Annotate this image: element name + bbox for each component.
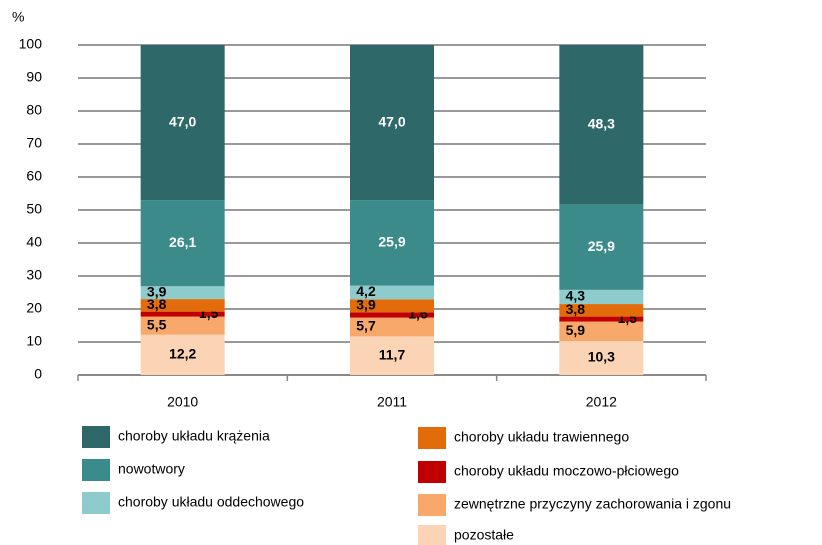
data-label: 5,9 — [566, 322, 586, 338]
x-tick-label: 2010 — [167, 394, 198, 410]
data-label: 10,3 — [588, 349, 615, 365]
bar-segment — [350, 317, 434, 337]
bar-segment — [140, 311, 225, 317]
legend-swatch — [418, 494, 446, 516]
bar-segment — [350, 336, 434, 375]
legend-label: zewnętrzne przyczyny zachorowania i zgon… — [454, 496, 731, 512]
y-tick-label: 90 — [26, 69, 42, 85]
bar-segment — [350, 45, 434, 201]
y-tick-label: 50 — [26, 201, 42, 217]
bar-segment — [559, 45, 644, 205]
data-label: 25,9 — [378, 234, 405, 250]
legend-label: pozostałe — [454, 527, 514, 543]
bar-segment — [559, 316, 644, 322]
bar-segment — [140, 200, 225, 287]
y-tick-label: 20 — [26, 300, 42, 316]
y-tick-label: 100 — [19, 36, 43, 52]
y-tick-label: 30 — [26, 267, 42, 283]
x-tick-label: 2011 — [377, 394, 407, 410]
data-label: 4,2 — [356, 283, 376, 299]
bar-segment — [140, 299, 225, 312]
y-axis-label: % — [12, 9, 24, 25]
legend-label: choroby układu oddechowego — [118, 494, 304, 510]
legend-label: choroby układu krążenia — [118, 428, 270, 444]
data-label: 26,1 — [169, 234, 196, 250]
y-tick-label: 80 — [26, 102, 42, 118]
y-tick-label: 0 — [34, 366, 42, 382]
data-label: 3,8 — [147, 296, 167, 312]
legend-label: choroby układu moczowo-płciowego — [454, 463, 679, 479]
data-label: 47,0 — [169, 113, 196, 129]
data-label: 4,3 — [566, 288, 586, 304]
y-tick-label: 70 — [26, 135, 42, 151]
data-label: 3,8 — [566, 301, 586, 317]
legend-swatch — [82, 492, 110, 514]
data-label: 5,5 — [147, 316, 167, 332]
bar-segment — [140, 334, 225, 375]
bar-segment — [350, 285, 434, 300]
bar-segment — [140, 316, 225, 335]
bar-segment — [559, 321, 644, 342]
data-label: 11,7 — [379, 346, 406, 362]
y-tick-label: 40 — [26, 234, 42, 250]
y-tick-label: 10 — [26, 333, 42, 349]
bar-segment — [350, 200, 434, 286]
data-label: 5,7 — [356, 318, 376, 334]
data-label: 12,2 — [169, 346, 196, 362]
bar-segment — [559, 204, 644, 290]
legend-swatch — [418, 525, 446, 545]
data-label: 3,9 — [147, 283, 167, 299]
data-label: 25,9 — [588, 238, 615, 254]
bar-segment — [140, 286, 225, 300]
legend-swatch — [82, 459, 110, 481]
legend-swatch — [418, 427, 446, 449]
y-tick-label: 60 — [26, 168, 42, 184]
bar-segment — [350, 312, 434, 318]
legend-swatch — [418, 461, 446, 483]
data-label: 3,9 — [356, 297, 376, 313]
bar-segment — [350, 299, 434, 313]
data-label: 47,0 — [378, 113, 405, 129]
x-tick-label: 2012 — [586, 394, 617, 410]
legend-label: choroby układu trawiennego — [454, 429, 629, 445]
bar-segment — [559, 304, 644, 317]
legend-label: nowotwory — [118, 461, 185, 477]
bar-segment — [559, 289, 644, 305]
data-label: 48,3 — [588, 115, 615, 131]
legend-swatch — [82, 426, 110, 448]
bar-segment — [140, 45, 225, 201]
bar-segment — [559, 341, 644, 375]
